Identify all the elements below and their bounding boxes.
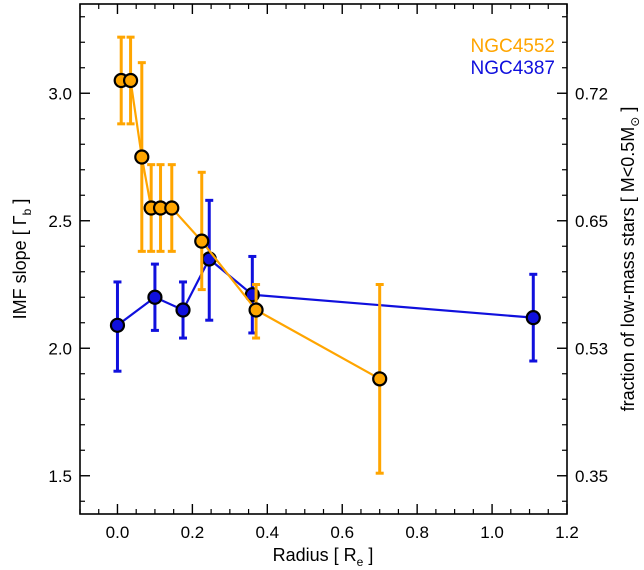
data-point bbox=[109, 317, 126, 333]
y-tick-label: 3.0 bbox=[48, 84, 72, 103]
series-line bbox=[116, 257, 534, 327]
x-axis-title: Radius [ Re ] bbox=[273, 545, 374, 569]
data-point bbox=[164, 200, 180, 216]
x-tick-label: 0.6 bbox=[330, 523, 354, 542]
y2-tick-label: 0.65 bbox=[575, 212, 608, 231]
data-point bbox=[122, 72, 139, 89]
x-tick-label: 0.8 bbox=[405, 523, 429, 542]
legend-entry: NGC4552 bbox=[471, 36, 556, 57]
data-point bbox=[134, 149, 150, 165]
y-axis-title: IMF slope [ Γb ] bbox=[10, 199, 34, 320]
series-ngc4552 bbox=[113, 35, 388, 475]
secondary-y-axis-title: fraction of low-mass stars [ M<0.5M⊙ ] bbox=[618, 107, 642, 412]
legend-entry: NGC4387 bbox=[471, 58, 556, 79]
y2-tick-label: 0.35 bbox=[575, 467, 608, 486]
y-tick-label: 1.5 bbox=[48, 467, 72, 486]
data-point bbox=[194, 233, 210, 249]
data-point bbox=[201, 251, 217, 267]
data-point bbox=[248, 302, 264, 318]
data-point bbox=[175, 302, 191, 318]
data-point bbox=[372, 371, 388, 387]
x-tick-label: 0.2 bbox=[181, 523, 205, 542]
series-layer bbox=[109, 35, 541, 475]
y-tick-label: 2.5 bbox=[48, 212, 72, 231]
x-tick-label: 0.4 bbox=[255, 523, 279, 542]
data-point bbox=[147, 289, 163, 305]
data-point bbox=[525, 310, 541, 326]
y2-tick-label: 0.53 bbox=[575, 339, 608, 358]
x-tick-label: 1.2 bbox=[555, 523, 579, 542]
y-tick-label: 2.0 bbox=[48, 339, 72, 358]
x-tick-label: 0.0 bbox=[106, 523, 130, 542]
ticks-layer: 0.0 0.2 0.4 0.6 0.8 1.0 1.2 1.5 0.35 2.0 0.53 2.5 0.… bbox=[48, 4, 608, 542]
y2-tick-label: 0.72 bbox=[575, 84, 608, 103]
x-tick-label: 1.0 bbox=[480, 523, 504, 542]
